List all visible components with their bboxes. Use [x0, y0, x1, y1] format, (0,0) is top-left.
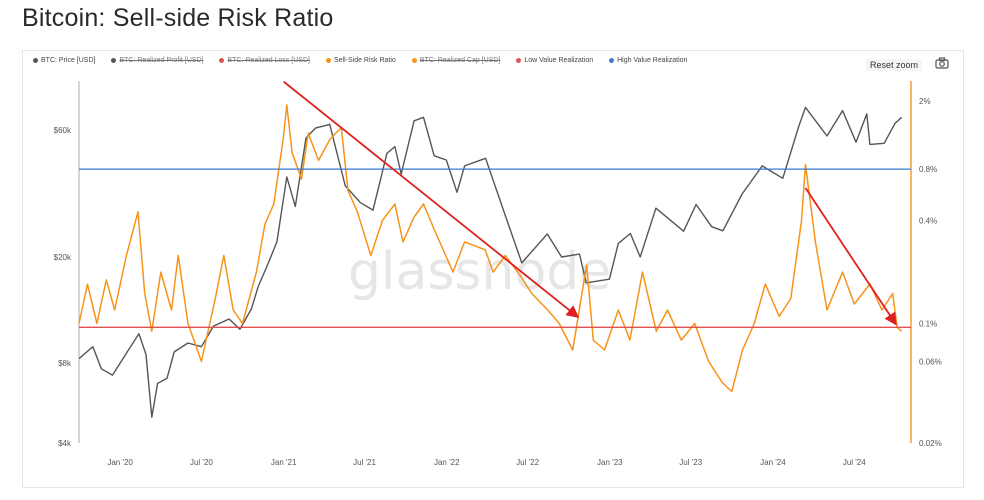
legend-marker	[111, 58, 117, 63]
chart-card: BTC: Price [USD] BTC: Realized Profit [US…	[22, 50, 964, 488]
y-tick-right: 0.1%	[919, 320, 937, 329]
annotation-arrow	[804, 187, 897, 326]
y-tick-left: $8k	[58, 359, 72, 368]
legend-item[interactable]: BTC: Realized Loss [USD]	[219, 57, 310, 64]
legend-marker	[516, 58, 522, 63]
annotation-arrow	[283, 80, 580, 319]
legend-item[interactable]: BTC: Price [USD]	[33, 57, 95, 64]
y-tick-right: 0.06%	[919, 357, 942, 366]
legend-item[interactable]: High Value Realization	[609, 57, 687, 64]
watermark: glassnode	[348, 242, 611, 302]
legend-item[interactable]: Sell-Side Risk Ratio	[325, 57, 396, 64]
camera-icon[interactable]	[935, 57, 949, 69]
chart-plot[interactable]: glassnode $4k $8k $20k $60k 0.02% 0.06% 0.1% 0.…	[23, 51, 963, 487]
reset-zoom-button[interactable]: Reset zoom	[866, 59, 923, 71]
y-tick-left: $4k	[58, 439, 72, 448]
y-tick-left: $60k	[54, 126, 72, 135]
legend-marker	[219, 58, 225, 63]
x-tick-label: Jul '21	[353, 458, 376, 467]
page-title: Bitcoin: Sell-side Risk Ratio	[22, 4, 334, 32]
x-tick-label: Jul '24	[843, 458, 866, 467]
y-tick-left: $20k	[54, 253, 72, 262]
legend-item[interactable]: BTC: Realized Profit [USD]	[111, 57, 203, 64]
legend-label: Sell-Side Risk Ratio	[333, 57, 396, 64]
sell-side-risk-ratio-line	[78, 104, 903, 393]
legend-label: Low Value Realization	[524, 57, 594, 64]
x-tick-label: Jan '22	[434, 458, 460, 467]
y-tick-right: 0.02%	[919, 439, 942, 448]
x-tick-label: Jan '24	[760, 458, 786, 467]
chart-legend: BTC: Price [USD] BTC: Realized Profit [US…	[33, 57, 687, 64]
legend-label: BTC: Realized Profit [USD]	[119, 57, 204, 64]
legend-marker	[411, 58, 417, 63]
legend-label: BTC: Realized Cap [USD]	[419, 57, 501, 64]
legend-label: BTC: Price [USD]	[41, 57, 96, 64]
legend-marker	[609, 58, 615, 63]
legend-label: High Value Realization	[617, 57, 688, 64]
legend-item[interactable]: BTC: Realized Cap [USD]	[411, 57, 501, 64]
x-tick-label: Jan '21	[271, 458, 297, 467]
legend-label: BTC: Realized Loss [USD]	[227, 57, 310, 64]
x-tick-label: Jan '23	[597, 458, 623, 467]
legend-marker	[325, 58, 331, 63]
legend-marker	[33, 58, 38, 63]
y-tick-right: 0.4%	[919, 217, 937, 226]
x-tick-label: Jul '20	[190, 458, 213, 467]
x-tick-label: Jan '20	[107, 458, 133, 467]
x-tick-label: Jul '22	[516, 458, 539, 467]
btc-price-line	[78, 106, 903, 418]
x-tick-label: Jul '23	[679, 458, 702, 467]
y-tick-right: 2%	[919, 97, 931, 106]
legend-item[interactable]: Low Value Realization	[516, 57, 593, 64]
y-tick-right: 0.8%	[919, 165, 937, 174]
